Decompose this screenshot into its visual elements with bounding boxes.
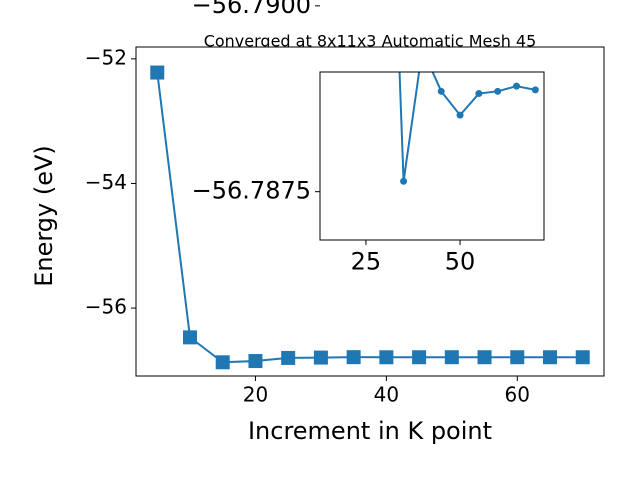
plot-clip: [150, 65, 590, 370]
x-tick-label: 20: [243, 383, 268, 407]
data-marker: [379, 350, 394, 365]
data-marker: [444, 350, 459, 365]
data-marker: [475, 90, 483, 98]
data-marker: [313, 350, 328, 365]
data-marker: [456, 111, 464, 119]
data-marker: [248, 354, 263, 369]
data-marker: [400, 177, 408, 185]
data-marker: [477, 350, 492, 365]
x-tick-label: 50: [445, 247, 476, 275]
data-marker: [510, 350, 525, 365]
data-marker: [575, 350, 590, 365]
data-marker: [543, 350, 557, 365]
plot-clip: [398, 72, 539, 185]
data-marker: [281, 350, 296, 365]
y-axis-label: Energy (eV): [30, 145, 58, 287]
data-marker: [412, 350, 427, 365]
data-marker: [150, 65, 165, 80]
y-tick-label: −52: [85, 45, 127, 69]
x-axis-label: Increment in K point: [248, 417, 492, 445]
y-tick-label: −56: [85, 295, 127, 319]
y-tick-label: −54: [85, 170, 127, 194]
data-marker: [346, 350, 361, 365]
x-tick-label: 60: [505, 383, 530, 407]
data-marker: [513, 82, 521, 90]
y-tick-label: −56.7900: [192, 0, 311, 19]
data-marker: [183, 330, 197, 345]
data-marker: [494, 87, 502, 95]
data-marker: [215, 355, 230, 370]
chart-title: Converged at 8x11x3 Automatic Mesh 45: [204, 32, 537, 51]
x-tick-label: 25: [351, 247, 382, 275]
x-tick-label: 40: [374, 383, 399, 407]
axes-frame: [135, 46, 605, 377]
plot-area: [320, 72, 544, 240]
data-marker: [531, 86, 539, 94]
y-tick-label: −56.7875: [192, 177, 311, 205]
data-marker: [437, 87, 445, 95]
axes-frame: [319, 71, 545, 241]
